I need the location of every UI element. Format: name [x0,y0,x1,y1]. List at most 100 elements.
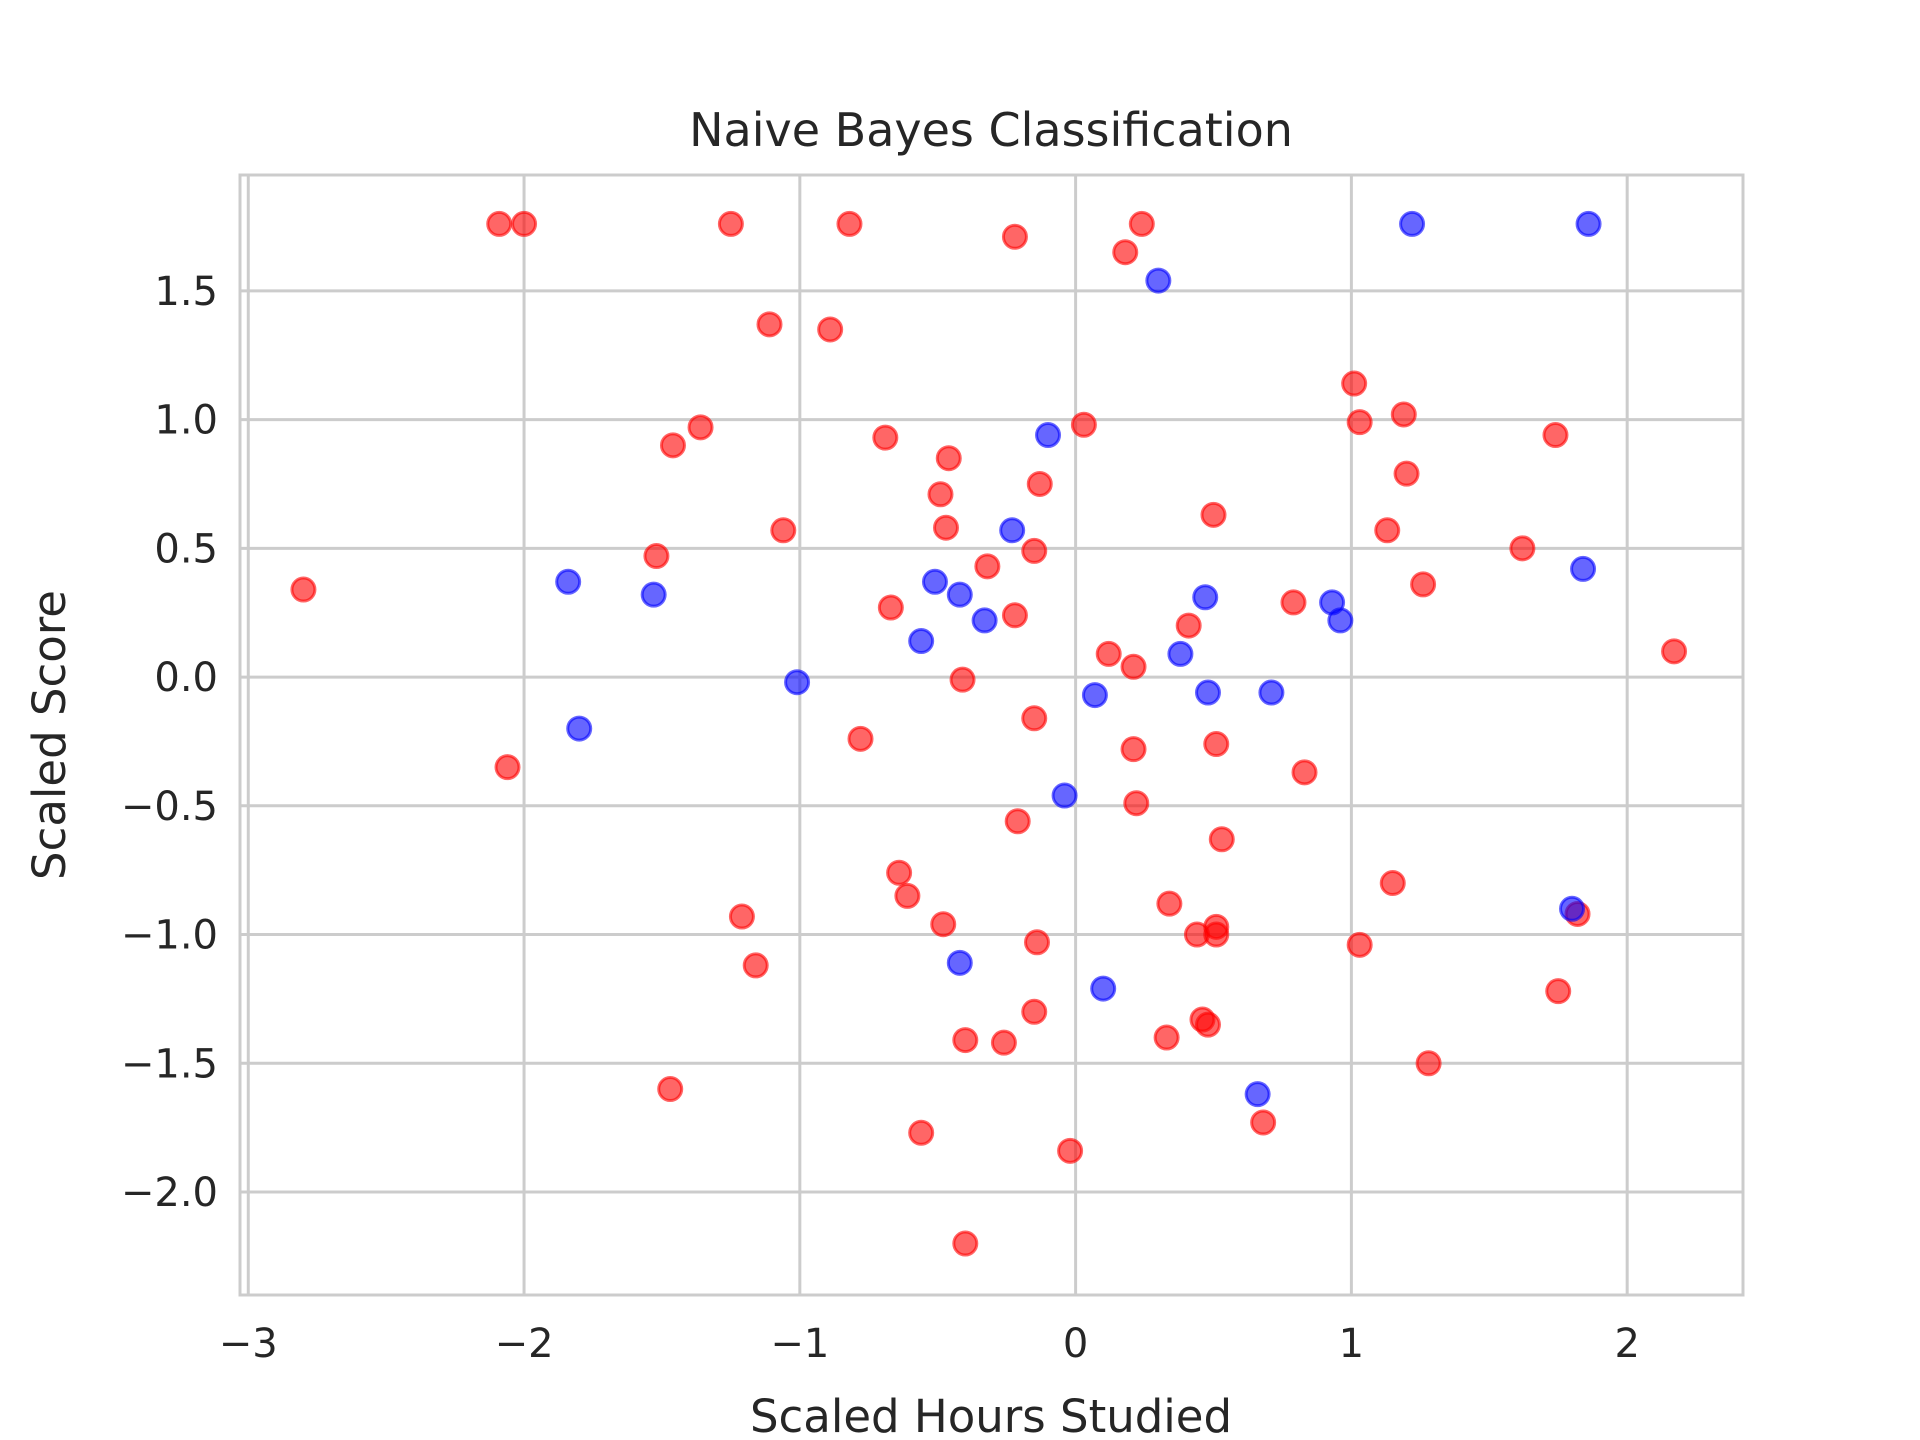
data-point [1175,612,1202,639]
data-point [643,543,670,570]
data-point [1203,731,1230,758]
x-tick-label: 1 [1339,1321,1364,1367]
data-point [836,210,863,237]
data-point [742,952,769,979]
data-point [1542,422,1569,449]
data-point [1570,555,1597,582]
data-point [1070,411,1097,438]
data-point [494,754,521,781]
data-point [1095,640,1122,667]
data-point [1081,682,1108,709]
data-point [872,424,899,451]
x-tick-label: −2 [495,1321,554,1367]
data-point [486,210,513,237]
data-point [1208,826,1235,853]
data-point [511,210,538,237]
data-point [1156,890,1183,917]
data-point [1021,705,1048,732]
data-point [1192,584,1219,611]
data-point [1390,401,1417,428]
y-tick-label: 0.0 [154,655,218,701]
data-point [1128,210,1155,237]
data-point [974,553,1001,580]
data-point [921,568,948,595]
x-tick-label: −1 [770,1321,829,1367]
data-point [1346,931,1373,958]
data-point [1393,460,1420,487]
y-tick-label: −1.0 [121,913,218,959]
grid-lines [240,175,1743,1295]
data-point [1145,267,1172,294]
data-point [1051,782,1078,809]
data-point [946,949,973,976]
data-point [555,568,582,595]
data-point [927,481,954,508]
data-point [784,669,811,696]
data-point [1021,537,1048,564]
x-tick-label: −3 [219,1321,278,1367]
data-point [1291,759,1318,786]
data-point [1250,1109,1277,1136]
data-point [932,514,959,541]
data-point [1399,210,1426,237]
data-point [1559,895,1586,922]
data-point [930,911,957,938]
y-tick-label: −0.5 [121,784,218,830]
data-point [847,725,874,752]
plot-frame [238,173,1745,1297]
data-point [1153,1024,1180,1051]
chart-title: Naive Bayes Classification [689,103,1293,157]
data-point [1379,870,1406,897]
data-point [717,210,744,237]
data-point [1661,638,1688,665]
y-tick-label: 0.5 [154,526,218,572]
data-point [770,517,797,544]
data-point [1280,589,1307,616]
data-point [1346,409,1373,436]
data-point [1035,422,1062,449]
series-0 [290,210,1688,1257]
data-point [1327,607,1354,634]
data-point [886,859,913,886]
data-point [1021,998,1048,1025]
data-point [1024,929,1051,956]
data-point [1244,1081,1271,1108]
data-point [756,311,783,338]
y-tick-labels: −2.0 −1.5 −1.0 −0.5 0.0 0.5 1.0 1.5 [121,269,218,1216]
data-point [1575,210,1602,237]
data-point [1167,640,1194,667]
x-tick-label: 0 [1063,1321,1088,1367]
data-point [935,445,962,472]
data-point [1545,978,1572,1005]
data-point [952,1230,979,1257]
data-point [817,316,844,343]
y-tick-label: 1.0 [154,398,218,444]
data-point [1004,808,1031,835]
data-points [290,210,1688,1257]
data-point [946,581,973,608]
data-point [971,607,998,634]
data-point [1001,602,1028,629]
data-point [1120,736,1147,763]
data-point [949,666,976,693]
data-point [877,594,904,621]
data-point [1120,653,1147,680]
data-point [1112,239,1139,266]
x-axis-label: Scaled Hours Studied [750,1390,1232,1440]
x-tick-labels: −3 −2 −1 0 1 2 [219,1321,1640,1367]
y-tick-label: 1.5 [154,269,218,315]
data-point [1415,1050,1442,1077]
data-point [894,882,921,909]
plot-background [240,175,1743,1295]
data-point [1194,679,1221,706]
data-point [1258,679,1285,706]
data-point [566,715,593,742]
data-point [728,903,755,930]
data-point [1026,470,1053,497]
data-point [1123,790,1150,817]
data-point [952,1027,979,1054]
data-point [640,581,667,608]
data-point [908,628,935,655]
data-point [908,1119,935,1146]
